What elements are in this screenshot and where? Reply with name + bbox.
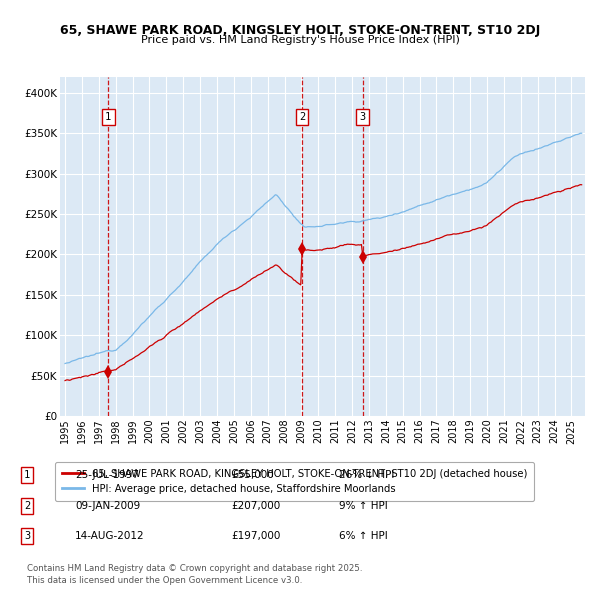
Text: 3: 3 — [24, 532, 30, 541]
Text: 6% ↑ HPI: 6% ↑ HPI — [339, 532, 388, 541]
Text: 1: 1 — [24, 470, 30, 480]
Text: £207,000: £207,000 — [231, 501, 280, 510]
Text: 2: 2 — [24, 501, 30, 510]
Text: 09-JAN-2009: 09-JAN-2009 — [75, 501, 140, 510]
Text: 3: 3 — [359, 112, 365, 122]
Text: Contains HM Land Registry data © Crown copyright and database right 2025.
This d: Contains HM Land Registry data © Crown c… — [27, 565, 362, 585]
Legend: 65, SHAWE PARK ROAD, KINGSLEY HOLT, STOKE-ON-TRENT, ST10 2DJ (detached house), H: 65, SHAWE PARK ROAD, KINGSLEY HOLT, STOK… — [55, 462, 534, 501]
Text: 25-JUL-1997: 25-JUL-1997 — [75, 470, 139, 480]
Text: 2: 2 — [299, 112, 305, 122]
Text: £197,000: £197,000 — [231, 532, 280, 541]
Text: 26% ↓ HPI: 26% ↓ HPI — [339, 470, 394, 480]
Text: Price paid vs. HM Land Registry's House Price Index (HPI): Price paid vs. HM Land Registry's House … — [140, 35, 460, 45]
Text: £55,000: £55,000 — [231, 470, 274, 480]
Text: 14-AUG-2012: 14-AUG-2012 — [75, 532, 145, 541]
Text: 9% ↑ HPI: 9% ↑ HPI — [339, 501, 388, 510]
Text: 65, SHAWE PARK ROAD, KINGSLEY HOLT, STOKE-ON-TRENT, ST10 2DJ: 65, SHAWE PARK ROAD, KINGSLEY HOLT, STOK… — [60, 24, 540, 37]
Text: 1: 1 — [105, 112, 112, 122]
